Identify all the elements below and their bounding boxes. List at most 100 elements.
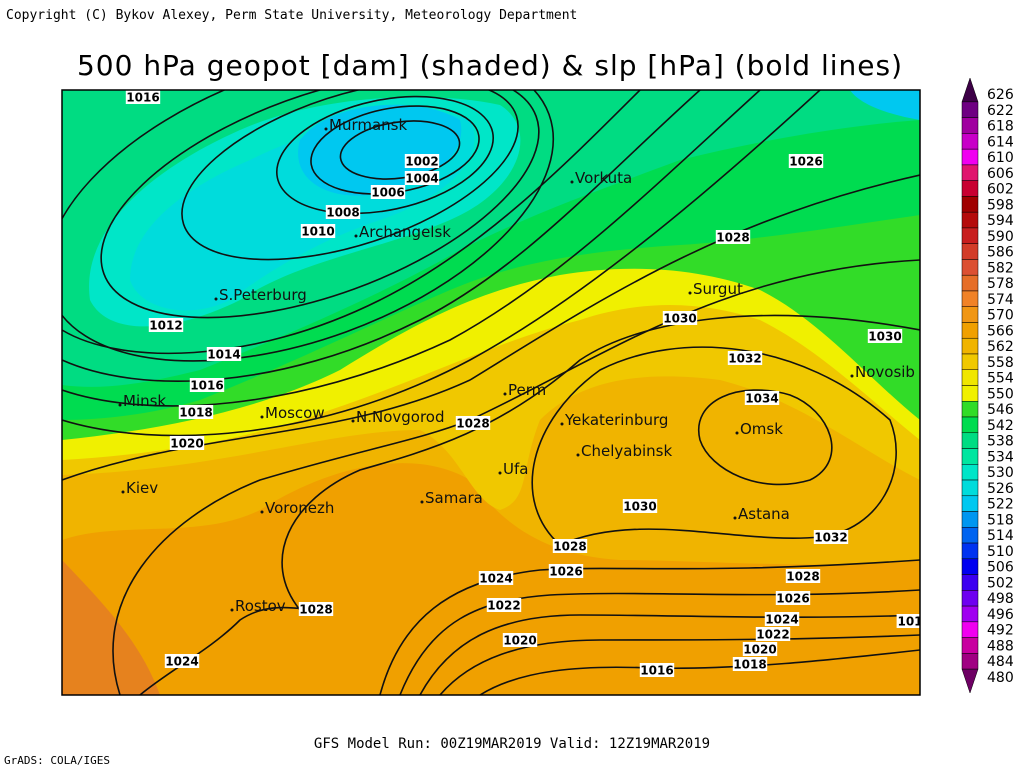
isobar-label: 1024 <box>479 572 512 586</box>
city-name: Murmansk <box>329 116 407 134</box>
colorbar-label: 554 <box>987 371 1014 387</box>
isobar-label-box <box>178 405 214 419</box>
isobar-label: 1006 <box>371 186 404 200</box>
colorbar-swatch <box>961 464 979 481</box>
isobar-label: 1022 <box>487 599 520 613</box>
isobar-label: 1030 <box>663 312 696 326</box>
city-dot <box>354 234 358 238</box>
colorbar-swatch <box>961 605 979 623</box>
footer-run: GFS Model Run: 00Z19MAR2019 Valid: 12Z19… <box>314 736 710 752</box>
colorbar-label: 498 <box>987 591 1014 607</box>
colorbar-label: 562 <box>987 339 1014 355</box>
colorbar-label: 502 <box>987 575 1014 591</box>
map-area: Murmansk Vorkuta Archangelsk Surgut S.Peterb… <box>62 90 920 695</box>
city-dot <box>688 291 692 295</box>
isobar-label-box <box>298 602 334 616</box>
isobar-label-box <box>867 329 903 343</box>
city-dot <box>214 297 218 301</box>
colorbar: 6266226186146106066025985945905865825785… <box>961 77 1014 694</box>
colorbar-swatch <box>961 385 979 402</box>
isobar-label-box <box>727 351 763 365</box>
colorbar-swatch <box>961 432 979 449</box>
colorbar-swatch <box>961 668 979 694</box>
isobar-label: 1024 <box>165 655 198 669</box>
city-name: Rostov <box>235 597 286 615</box>
isobar-label-box <box>478 571 514 585</box>
colorbar-swatch <box>961 653 979 670</box>
city-dot <box>503 392 507 396</box>
colorbar-swatch <box>961 306 979 323</box>
colorbar-label: 522 <box>987 497 1014 513</box>
colorbar-label: 546 <box>987 402 1014 418</box>
isobar-label: 1008 <box>326 206 359 220</box>
colorbar-label: 510 <box>987 544 1014 560</box>
colorbar-swatch <box>961 511 979 528</box>
colorbar-swatch <box>961 401 979 418</box>
shade-526 <box>298 90 920 196</box>
city-name: Astana <box>738 505 790 523</box>
isobar-label: 1026 <box>789 155 822 169</box>
colorbar-swatch <box>961 77 979 103</box>
city-name: Surgut <box>693 280 743 298</box>
city-dot <box>733 516 737 520</box>
city-name: Chelyabinsk <box>581 442 672 460</box>
colorbar-label: 488 <box>987 638 1014 654</box>
colorbar-label: 558 <box>987 355 1014 371</box>
isobar-label: 1028 <box>553 540 586 554</box>
city-dot <box>735 431 739 435</box>
isobar-label-box <box>189 378 225 392</box>
isobar-label-box <box>742 642 778 656</box>
city-dot <box>560 422 564 426</box>
colorbar-label: 534 <box>987 449 1014 465</box>
city-name: S.Peterburg <box>219 286 307 304</box>
colorbar-label: 518 <box>987 512 1014 528</box>
isobar-label: 1030 <box>623 500 656 514</box>
colorbar-swatch <box>961 621 979 638</box>
isobar-label: 1002 <box>405 155 438 169</box>
isobar-label-box <box>622 499 658 513</box>
isobar-label-box <box>552 539 588 553</box>
isobar-label-box <box>548 564 584 578</box>
colorbar-swatch <box>961 527 979 544</box>
city-name: N.Novgorod <box>356 408 445 426</box>
isobar-label-box <box>744 391 780 405</box>
isobar-label: 1026 <box>776 592 809 606</box>
isobar-label: 1020 <box>743 643 776 657</box>
colorbar-label: 492 <box>987 623 1014 639</box>
isobar-label: 1018 <box>733 658 766 672</box>
isobar-label: 1004 <box>405 172 438 186</box>
isobar-label-box <box>455 416 491 430</box>
colorbar-swatch <box>961 180 979 197</box>
isobar-label-box <box>169 436 205 450</box>
isobar-label-box <box>502 633 538 647</box>
copyright: Copyright (C) Bykov Alexey, Perm State U… <box>6 8 577 23</box>
isobar-label-box <box>300 224 336 238</box>
isobar-label-box <box>325 205 361 219</box>
isobar-label: 1032 <box>728 352 761 366</box>
isobar-label-box <box>404 154 440 168</box>
colorbar-swatch <box>961 196 979 213</box>
city-dot <box>850 374 854 378</box>
isobar-label: 1034 <box>745 392 778 406</box>
city-name: Samara <box>425 489 483 507</box>
colorbar-label: 582 <box>987 260 1014 276</box>
city-name: Kiev <box>126 479 158 497</box>
colorbar-swatch <box>961 558 979 575</box>
isobar-label: 1020 <box>170 437 203 451</box>
isobar-label-box <box>896 614 920 628</box>
colorbar-label: 586 <box>987 245 1014 261</box>
isobar-label-box <box>370 185 406 199</box>
isobar-label-box <box>715 230 751 244</box>
colorbar-swatch <box>961 101 979 118</box>
isobar-label-box <box>732 657 768 671</box>
city-name: Moscow <box>265 404 325 422</box>
colorbar-swatch <box>961 337 979 355</box>
colorbar-label: 598 <box>987 197 1014 213</box>
colorbar-swatch <box>961 448 979 465</box>
colorbar-label: 570 <box>987 308 1014 324</box>
colorbar-label: 480 <box>987 670 1014 686</box>
colorbar-label: 506 <box>987 560 1014 576</box>
isobar-label-box <box>755 627 791 641</box>
